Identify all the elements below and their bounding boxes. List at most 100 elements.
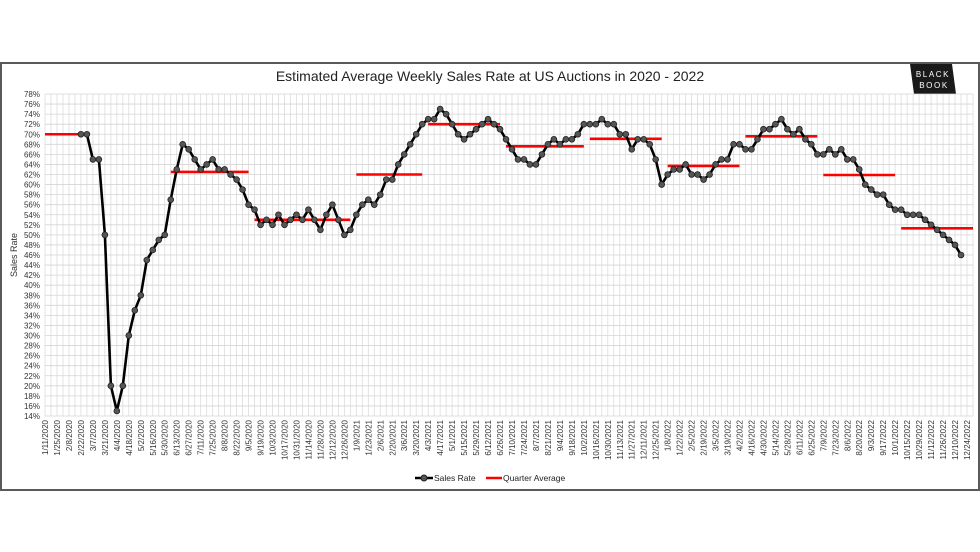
x-tick-label: 10/31/2020 [292,419,301,460]
sales-rate-point [382,176,390,183]
x-tick-label: 11/26/2022 [939,419,948,459]
sales-rate-point [772,120,779,128]
sales-rate-point [921,216,929,224]
x-tick-label: 9/17/2022 [879,419,888,455]
x-tick-label: 7/10/2021 [508,419,517,455]
sales-rate-point [820,151,827,158]
sales-rate-point [233,176,240,183]
sales-rate-point [239,186,246,193]
sales-rate-point [592,120,600,128]
logo-text-line1: BLACK [916,70,950,79]
sales-rate-point [849,156,857,163]
y-tick-label: 70% [24,130,40,139]
legend-item-quarter-average: Quarter Average [486,473,565,483]
x-tick-label: 2/6/2021 [376,419,385,451]
x-tick-label: 4/2/2022 [736,419,745,451]
sales-rate-point [472,125,480,133]
sales-rate-point [263,216,270,224]
sales-rate-point [376,191,384,198]
sales-rate-point [191,156,198,163]
y-tick-label: 30% [24,332,40,341]
sales-rate-point [766,125,773,133]
sales-rate-point [760,125,767,133]
sales-rate-point [305,206,312,214]
x-tick-label: 6/12/2021 [484,419,493,455]
sales-rate-point [370,201,378,208]
sales-rate-point [580,120,588,128]
sales-rate-point [784,125,791,133]
y-tick-label: 50% [24,231,40,240]
x-tick-label: 8/20/2022 [855,419,864,455]
y-tick-label: 76% [24,100,40,109]
sales-rate-point [209,156,216,163]
sales-rate-point [802,135,809,143]
y-tick-label: 66% [24,150,40,159]
y-tick-label: 58% [24,191,40,200]
sales-rate-point [586,120,594,128]
y-axis-label: Sales Rate [9,233,19,277]
sales-rate-point [676,166,683,173]
legend-item-sales-rate: Sales Rate [415,473,476,483]
sales-rate-point [933,226,941,234]
logo-badge [910,64,956,94]
y-tick-label: 32% [24,321,40,330]
sales-rate-point [814,151,821,158]
sales-rate-series [77,105,965,415]
y-tick-label: 68% [24,140,40,149]
chart-frame [0,62,980,491]
gridlines [44,93,974,417]
x-tick-label: 7/25/2020 [209,419,218,455]
sales-rate-point [269,221,276,229]
x-tick-label: 10/3/2020 [269,419,278,455]
x-tick-label: 6/26/2021 [496,419,505,455]
sales-rate-point [436,105,444,113]
x-tick-label: 10/17/2020 [280,419,289,460]
sales-rate-point [107,382,115,390]
x-tick-label: 9/5/2020 [245,419,254,451]
sales-rate-point [341,231,348,239]
x-tick-label: 5/28/2022 [783,419,792,455]
x-tick-label: 5/29/2021 [472,419,481,455]
x-tick-label: 5/15/2021 [460,419,469,455]
x-tick-label: 1/22/2022 [676,419,685,455]
x-tick-label: 4/4/2020 [113,419,122,451]
x-tick-label: 11/28/2020 [316,419,325,459]
sales-rate-point [394,161,402,168]
sales-rate-point [652,156,659,163]
sales-rate-point [843,156,851,163]
sales-rate-point [412,130,420,138]
sales-rate-point [508,146,516,153]
x-tick-label: 8/6/2022 [843,419,852,451]
sales-rate-point [119,382,127,390]
sales-rate-point [400,151,408,158]
y-tick-label: 40% [24,281,40,290]
sales-rate-point [616,130,624,138]
sales-rate-point [688,171,695,178]
x-tick-label: 2/19/2022 [700,419,709,455]
x-tick-label: 7/23/2022 [831,419,840,455]
sales-rate-point [83,130,91,138]
sales-rate-point [257,221,264,229]
y-tick-label: 36% [24,301,40,310]
y-tick-label: 46% [24,251,40,260]
x-tick-label: 5/30/2020 [161,419,170,455]
x-tick-label: 6/25/2022 [807,419,816,455]
x-tick-label: 12/12/2020 [328,419,337,460]
sales-rate-point [706,171,713,178]
sales-rate-point [790,130,797,138]
y-tick-label: 18% [24,392,40,401]
x-tick-label: 2/8/2020 [65,419,74,451]
sales-rate-point [538,151,546,158]
sales-rate-point [335,216,342,224]
sales-rate-point [329,201,336,208]
sales-rate-point [203,161,210,168]
sales-rate-point [311,216,318,224]
sales-rate-point [556,141,564,148]
x-tick-label: 1/11/2020 [41,419,50,455]
x-tick-label: 3/21/2020 [101,419,110,455]
sales-rate-point [137,291,145,299]
x-tick-label: 1/8/2022 [664,419,673,451]
sales-rate-point [939,231,947,239]
sales-rate-point [957,251,965,259]
sales-rate-point [155,236,163,244]
